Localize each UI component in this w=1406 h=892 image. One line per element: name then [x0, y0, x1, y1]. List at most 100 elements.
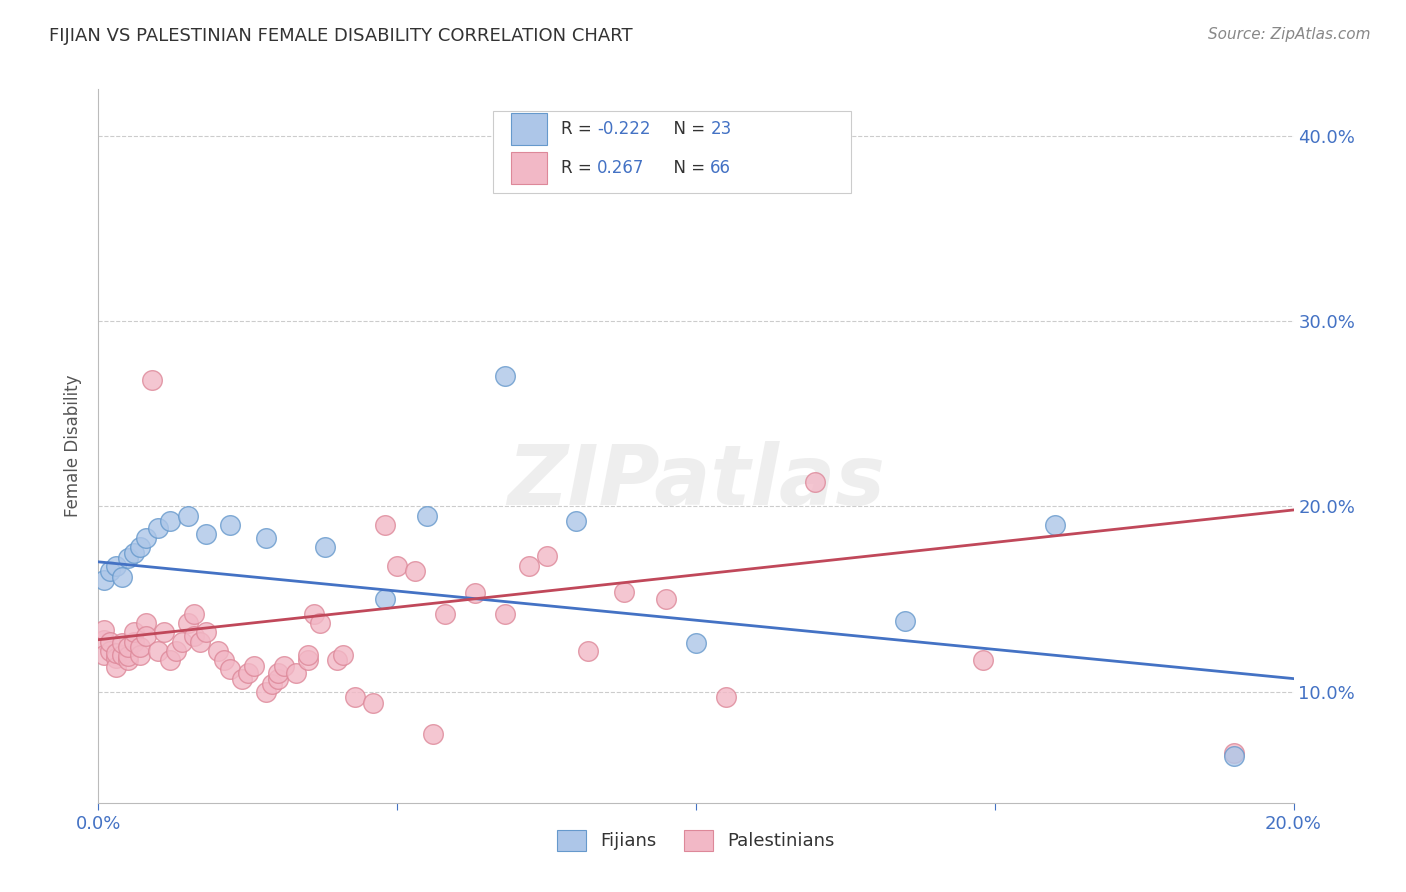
- Point: [177, 615, 200, 630]
- Point: [236, 666, 259, 681]
- Text: R =: R =: [561, 120, 598, 138]
- Point: [464, 586, 486, 600]
- Text: -0.222: -0.222: [596, 120, 651, 138]
- Point: [111, 569, 134, 583]
- Text: 23: 23: [710, 120, 731, 138]
- Point: [422, 727, 444, 741]
- Point: [374, 591, 396, 606]
- Point: [129, 648, 152, 662]
- Point: [344, 690, 367, 705]
- Point: [111, 636, 134, 650]
- FancyBboxPatch shape: [510, 113, 547, 145]
- Point: [93, 574, 115, 588]
- Legend: Fijians, Palestinians: Fijians, Palestinians: [550, 822, 842, 858]
- Point: [117, 640, 139, 654]
- Point: [98, 564, 122, 578]
- Point: [93, 624, 115, 638]
- Point: [494, 607, 516, 621]
- Point: [212, 653, 235, 667]
- Point: [297, 648, 319, 662]
- FancyBboxPatch shape: [510, 153, 547, 185]
- Point: [363, 696, 385, 710]
- Point: [894, 614, 917, 628]
- Text: Source: ZipAtlas.com: Source: ZipAtlas.com: [1208, 27, 1371, 42]
- Point: [195, 625, 218, 640]
- Point: [578, 644, 600, 658]
- Text: 66: 66: [710, 160, 731, 178]
- Point: [972, 653, 994, 667]
- Point: [273, 658, 295, 673]
- Text: N =: N =: [662, 160, 710, 178]
- Point: [536, 549, 558, 564]
- Point: [129, 640, 152, 654]
- Point: [93, 632, 115, 647]
- Point: [315, 540, 337, 554]
- Point: [254, 531, 277, 545]
- Point: [165, 644, 187, 658]
- Point: [159, 514, 181, 528]
- Point: [219, 662, 242, 676]
- Point: [243, 658, 266, 673]
- Point: [117, 649, 139, 664]
- Point: [613, 584, 636, 599]
- Text: N =: N =: [662, 120, 710, 138]
- Point: [105, 558, 128, 573]
- Point: [148, 644, 170, 658]
- Point: [117, 653, 139, 667]
- Point: [1043, 517, 1066, 532]
- Point: [434, 607, 457, 621]
- Point: [105, 646, 128, 660]
- Point: [565, 514, 588, 528]
- Point: [267, 666, 290, 681]
- Point: [494, 369, 516, 384]
- Point: [124, 634, 146, 648]
- Point: [141, 373, 163, 387]
- Y-axis label: Female Disability: Female Disability: [65, 375, 83, 517]
- Point: [93, 648, 115, 662]
- Point: [804, 475, 827, 490]
- Point: [284, 666, 307, 681]
- Point: [1223, 749, 1246, 764]
- Point: [117, 551, 139, 566]
- Point: [124, 625, 146, 640]
- Point: [332, 648, 354, 662]
- FancyBboxPatch shape: [494, 111, 852, 193]
- Point: [135, 531, 157, 545]
- Point: [111, 648, 134, 662]
- Point: [195, 527, 218, 541]
- Point: [714, 690, 737, 705]
- Point: [153, 625, 176, 640]
- Point: [231, 672, 253, 686]
- Point: [188, 634, 211, 648]
- Point: [297, 653, 319, 667]
- Point: [207, 644, 229, 658]
- Point: [135, 629, 157, 643]
- Point: [267, 672, 290, 686]
- Point: [308, 615, 330, 630]
- Text: ZIPatlas: ZIPatlas: [508, 442, 884, 522]
- Point: [172, 634, 194, 648]
- Point: [254, 684, 277, 698]
- Text: 0.267: 0.267: [596, 160, 644, 178]
- Point: [219, 517, 242, 532]
- Point: [135, 615, 157, 630]
- Point: [98, 634, 122, 648]
- Text: FIJIAN VS PALESTINIAN FEMALE DISABILITY CORRELATION CHART: FIJIAN VS PALESTINIAN FEMALE DISABILITY …: [49, 27, 633, 45]
- Point: [385, 558, 409, 573]
- Point: [260, 677, 283, 691]
- Point: [326, 653, 349, 667]
- Point: [374, 517, 396, 532]
- Point: [129, 540, 152, 554]
- Point: [183, 629, 205, 643]
- Point: [517, 558, 540, 573]
- Point: [183, 607, 205, 621]
- Point: [124, 545, 146, 559]
- Point: [98, 644, 122, 658]
- Point: [302, 607, 325, 621]
- Text: R =: R =: [561, 160, 598, 178]
- Point: [416, 508, 439, 523]
- Point: [1223, 746, 1246, 760]
- Point: [159, 653, 181, 667]
- Point: [655, 591, 678, 606]
- Point: [404, 564, 426, 578]
